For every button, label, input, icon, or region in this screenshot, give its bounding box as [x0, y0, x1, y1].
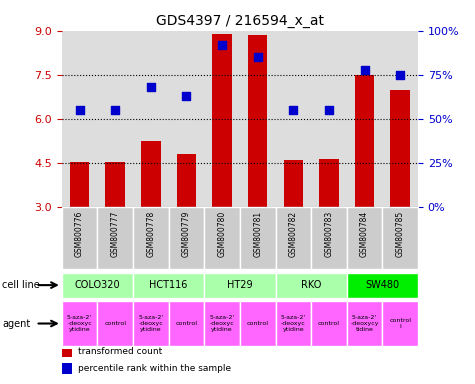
Point — [111, 107, 119, 113]
Bar — [62, 346, 72, 357]
Text: 5-aza-2'
-deoxyc
ytidine: 5-aza-2' -deoxyc ytidine — [67, 315, 92, 332]
Point — [396, 72, 404, 78]
Text: control: control — [104, 321, 126, 326]
Bar — [62, 363, 72, 374]
Point — [218, 42, 226, 48]
Bar — [390, 89, 410, 207]
FancyBboxPatch shape — [311, 207, 347, 269]
Text: GSM800785: GSM800785 — [396, 210, 405, 257]
Text: 5-aza-2'
-deoxycy
tidine: 5-aza-2' -deoxycy tidine — [350, 315, 379, 332]
Text: GSM800776: GSM800776 — [75, 210, 84, 257]
Text: control
l: control l — [389, 318, 411, 329]
Text: RKO: RKO — [301, 280, 321, 290]
Point — [182, 93, 190, 99]
FancyBboxPatch shape — [169, 207, 204, 269]
FancyBboxPatch shape — [276, 301, 311, 346]
Bar — [355, 75, 374, 207]
Text: percentile rank within the sample: percentile rank within the sample — [78, 364, 231, 373]
FancyBboxPatch shape — [97, 301, 133, 346]
FancyBboxPatch shape — [276, 273, 347, 298]
Text: GSM800783: GSM800783 — [324, 210, 333, 257]
FancyBboxPatch shape — [276, 207, 311, 269]
Point — [325, 107, 332, 113]
Point — [76, 107, 84, 113]
Text: 5-aza-2'
-deoxyc
ytidine: 5-aza-2' -deoxyc ytidine — [138, 315, 163, 332]
Point — [254, 54, 261, 60]
Bar — [177, 154, 196, 207]
Text: cell line: cell line — [2, 280, 40, 290]
FancyBboxPatch shape — [97, 207, 133, 269]
Text: SW480: SW480 — [365, 280, 399, 290]
FancyBboxPatch shape — [62, 207, 97, 269]
Bar — [212, 34, 232, 207]
FancyBboxPatch shape — [382, 207, 418, 269]
Text: 5-aza-2'
-deoxyc
ytidine: 5-aza-2' -deoxyc ytidine — [281, 315, 306, 332]
FancyBboxPatch shape — [133, 207, 169, 269]
Bar — [248, 35, 267, 207]
FancyBboxPatch shape — [240, 301, 276, 346]
FancyBboxPatch shape — [62, 273, 133, 298]
Text: GSM800782: GSM800782 — [289, 210, 298, 257]
Text: GSM800778: GSM800778 — [146, 210, 155, 257]
Text: GSM800777: GSM800777 — [111, 210, 120, 257]
Bar — [70, 162, 89, 207]
Text: GSM800781: GSM800781 — [253, 210, 262, 257]
Text: GSM800784: GSM800784 — [360, 210, 369, 257]
Point — [289, 107, 297, 113]
Point — [147, 84, 155, 90]
FancyBboxPatch shape — [311, 301, 347, 346]
FancyBboxPatch shape — [62, 301, 97, 346]
Bar — [141, 141, 161, 207]
Point — [361, 66, 369, 73]
FancyBboxPatch shape — [204, 207, 240, 269]
FancyBboxPatch shape — [382, 301, 418, 346]
FancyBboxPatch shape — [133, 301, 169, 346]
FancyBboxPatch shape — [347, 207, 382, 269]
Text: HCT116: HCT116 — [150, 280, 188, 290]
Text: GSM800779: GSM800779 — [182, 210, 191, 257]
FancyBboxPatch shape — [204, 273, 276, 298]
Bar — [319, 159, 339, 207]
FancyBboxPatch shape — [169, 301, 204, 346]
Title: GDS4397 / 216594_x_at: GDS4397 / 216594_x_at — [156, 14, 324, 28]
Text: transformed count: transformed count — [78, 347, 162, 356]
Text: agent: agent — [2, 318, 30, 329]
FancyBboxPatch shape — [133, 273, 204, 298]
Text: GSM800780: GSM800780 — [218, 210, 227, 257]
Text: COLO320: COLO320 — [75, 280, 120, 290]
Text: 5-aza-2'
-deoxyc
ytidine: 5-aza-2' -deoxyc ytidine — [209, 315, 235, 332]
Text: control: control — [318, 321, 340, 326]
FancyBboxPatch shape — [347, 273, 418, 298]
Bar — [105, 162, 125, 207]
FancyBboxPatch shape — [347, 301, 382, 346]
Text: control: control — [247, 321, 269, 326]
FancyBboxPatch shape — [204, 301, 240, 346]
Text: control: control — [175, 321, 198, 326]
FancyBboxPatch shape — [240, 207, 276, 269]
Text: HT29: HT29 — [227, 280, 253, 290]
Bar — [284, 160, 303, 207]
